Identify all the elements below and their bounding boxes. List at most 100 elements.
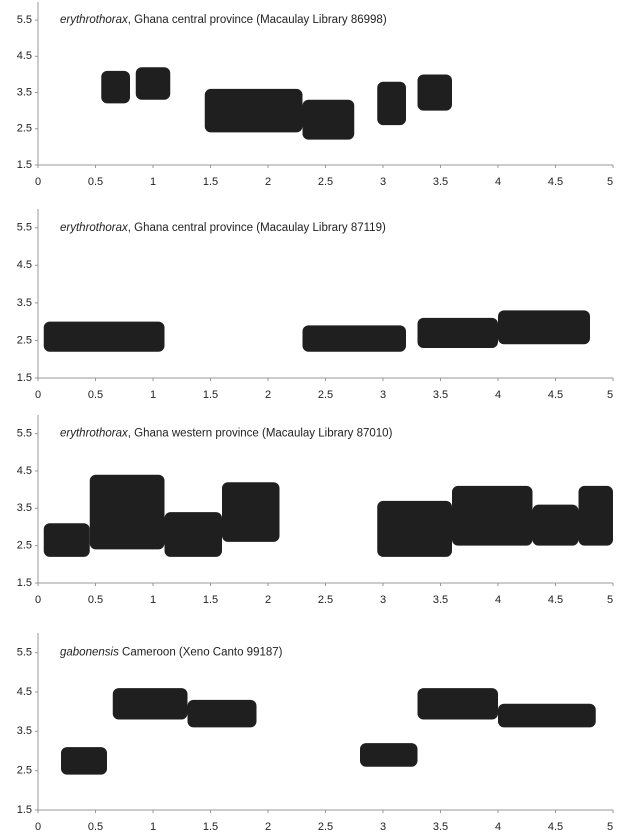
- sound-segment: [135, 67, 171, 100]
- x-tick-label: 2: [265, 594, 271, 606]
- x-tick-label: 2.5: [318, 594, 333, 606]
- y-tick-label: 1.5: [17, 159, 32, 171]
- x-tick-label: 5: [607, 594, 613, 606]
- title-species: erythrothorax: [60, 222, 129, 234]
- sound-segment: [498, 703, 596, 728]
- sound-segment: [417, 688, 498, 720]
- x-tick-label: 4.5: [548, 594, 563, 606]
- x-tick-label: 3.5: [433, 389, 448, 401]
- y-tick-label: 5.5: [17, 222, 32, 234]
- x-tick-label: 0: [35, 176, 41, 188]
- x-tick-label: 1.5: [203, 389, 218, 401]
- y-tick-label: 5.5: [17, 14, 32, 26]
- x-tick-label: 0: [35, 389, 41, 401]
- y-tick-label: 1.5: [17, 804, 32, 816]
- panel-title: erythrothorax, Ghana central province (M…: [60, 222, 386, 234]
- x-tick-label: 1.5: [203, 176, 218, 188]
- x-tick-label: 5: [607, 389, 613, 401]
- y-tick-label: 2.5: [17, 765, 32, 777]
- sound-segment: [302, 99, 355, 140]
- y-tick-label: 4.5: [17, 465, 32, 477]
- y-tick-label: 3.5: [17, 86, 32, 98]
- x-tick-label: 4: [495, 594, 501, 606]
- x-tick-label: 2.5: [318, 389, 333, 401]
- sound-segment: [89, 474, 165, 550]
- y-tick-label: 2.5: [17, 123, 32, 135]
- x-tick-label: 0: [35, 821, 41, 833]
- y-tick-label: 3.5: [17, 297, 32, 309]
- x-tick-label: 5: [607, 176, 613, 188]
- y-tick-label: 5.5: [17, 428, 32, 440]
- y-tick-label: 3.5: [17, 725, 32, 737]
- title-species: erythrothorax: [60, 428, 129, 440]
- x-tick-label: 1: [150, 389, 156, 401]
- x-tick-label: 4: [495, 821, 501, 833]
- x-tick-label: 0.5: [88, 594, 103, 606]
- x-tick-label: 4: [495, 176, 501, 188]
- title-source: , Ghana central province (Macaulay Libra…: [128, 14, 387, 26]
- sound-segment: [578, 485, 613, 546]
- x-tick-label: 2: [265, 389, 271, 401]
- sound-segment: [498, 310, 590, 345]
- y-tick-label: 4.5: [17, 50, 32, 62]
- y-tick-label: 5.5: [17, 647, 32, 659]
- sound-segment: [360, 743, 418, 767]
- x-tick-label: 1.5: [203, 594, 218, 606]
- x-tick-label: 0.5: [88, 176, 103, 188]
- y-tick-label: 4.5: [17, 686, 32, 698]
- y-tick-label: 1.5: [17, 577, 32, 589]
- sound-segment: [377, 500, 452, 557]
- x-tick-label: 4.5: [548, 176, 563, 188]
- x-tick-label: 3.5: [433, 821, 448, 833]
- x-tick-label: 4.5: [548, 389, 563, 401]
- x-tick-label: 3: [380, 176, 386, 188]
- x-tick-label: 1.5: [203, 821, 218, 833]
- panel-title: erythrothorax, Ghana central province (M…: [60, 14, 387, 26]
- sound-segment: [187, 699, 257, 728]
- sound-segment: [43, 523, 90, 557]
- title-species: gabonensis: [60, 647, 119, 659]
- x-tick-label: 4.5: [548, 821, 563, 833]
- sound-segment: [532, 504, 579, 546]
- sound-segment: [101, 70, 130, 104]
- sound-segment: [417, 74, 452, 111]
- title-source: , Ghana western province (Macaulay Libra…: [128, 428, 393, 440]
- x-tick-label: 0.5: [88, 821, 103, 833]
- sound-segment: [61, 747, 107, 775]
- panel-title: erythrothorax, Ghana western province (M…: [60, 428, 393, 440]
- sound-segment: [43, 321, 165, 352]
- x-tick-label: 3: [380, 389, 386, 401]
- x-tick-label: 1: [150, 176, 156, 188]
- x-tick-label: 2: [265, 176, 271, 188]
- sound-segment: [417, 317, 498, 348]
- title-source: Cameroon (Xeno Canto 99187): [119, 647, 283, 659]
- y-tick-label: 4.5: [17, 259, 32, 271]
- y-tick-label: 3.5: [17, 502, 32, 514]
- sound-segment: [164, 512, 222, 557]
- x-tick-label: 1: [150, 821, 156, 833]
- panel-title: gabonensis Cameroon (Xeno Canto 99187): [60, 647, 283, 659]
- sound-segment: [377, 81, 406, 126]
- x-tick-label: 2: [265, 821, 271, 833]
- x-tick-label: 3.5: [433, 176, 448, 188]
- x-tick-label: 0.5: [88, 389, 103, 401]
- x-tick-label: 3: [380, 594, 386, 606]
- x-tick-label: 2.5: [318, 176, 333, 188]
- x-tick-label: 5: [607, 821, 613, 833]
- x-tick-label: 3: [380, 821, 386, 833]
- sound-segment: [302, 325, 406, 352]
- x-tick-label: 3.5: [433, 594, 448, 606]
- sound-segment: [204, 88, 303, 133]
- y-tick-label: 1.5: [17, 372, 32, 384]
- y-tick-label: 2.5: [17, 334, 32, 346]
- x-tick-label: 2.5: [318, 821, 333, 833]
- title-species: erythrothorax: [60, 14, 129, 26]
- title-source: , Ghana central province (Macaulay Libra…: [128, 222, 386, 234]
- sound-segment: [112, 688, 188, 720]
- sound-segment: [452, 485, 533, 546]
- x-tick-label: 1: [150, 594, 156, 606]
- sound-segment: [222, 482, 280, 542]
- x-tick-label: 0: [35, 594, 41, 606]
- x-tick-label: 4: [495, 389, 501, 401]
